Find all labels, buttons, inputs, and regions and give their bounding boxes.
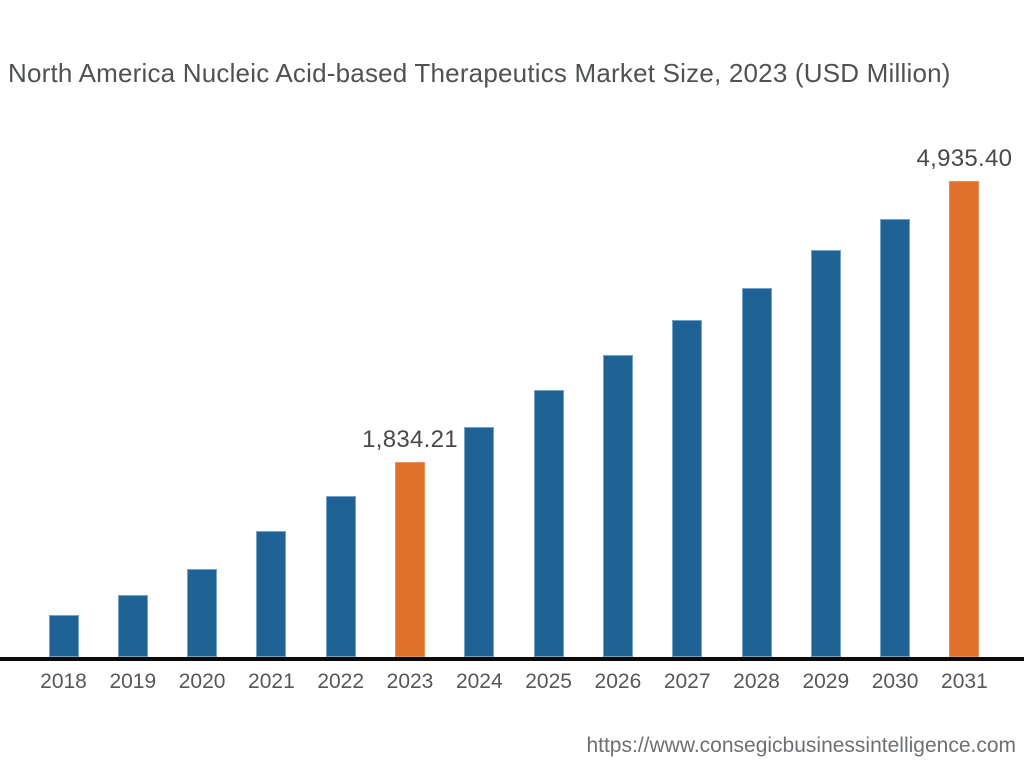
x-tick-2027: 2027	[663, 670, 711, 693]
bar-2026	[602, 355, 633, 657]
x-tick-2020: 2020	[178, 670, 226, 693]
source-url: https://www.consegicbusinessintelligence…	[586, 734, 1016, 757]
x-tick-2028: 2028	[733, 670, 780, 693]
x-tick-2019: 2019	[109, 670, 157, 693]
data-label-2023: 1,834.21	[362, 426, 458, 453]
x-axis-line	[0, 657, 1024, 661]
bar-2030	[880, 219, 911, 657]
bar-2019	[117, 595, 148, 657]
bar-2022	[325, 496, 356, 657]
x-tick-2018: 2018	[40, 670, 87, 693]
bar-2031	[949, 181, 980, 657]
bar-2027	[672, 320, 703, 657]
bar-2024	[464, 427, 495, 657]
chart-title: North America Nucleic Acid-based Therape…	[8, 58, 951, 88]
x-tick-2025: 2025	[525, 670, 572, 693]
x-tick-2021: 2021	[248, 670, 295, 693]
x-tick-2026: 2026	[594, 670, 642, 693]
x-tick-2022: 2022	[317, 670, 365, 693]
data-label-2031: 4,935.40	[916, 145, 1013, 172]
bar-2020	[187, 569, 218, 657]
x-tick-2030: 2030	[871, 670, 919, 693]
bar-2028	[741, 288, 772, 657]
bar-2021	[256, 531, 287, 657]
bar-2029	[810, 250, 841, 657]
x-tick-2029: 2029	[802, 670, 850, 693]
x-tick-2031: 2031	[941, 670, 988, 693]
bar-2023	[395, 462, 425, 657]
bar-2018	[48, 615, 79, 657]
x-tick-2023: 2023	[386, 670, 434, 693]
x-tick-2024: 2024	[455, 670, 503, 693]
bar-2025	[533, 390, 564, 657]
